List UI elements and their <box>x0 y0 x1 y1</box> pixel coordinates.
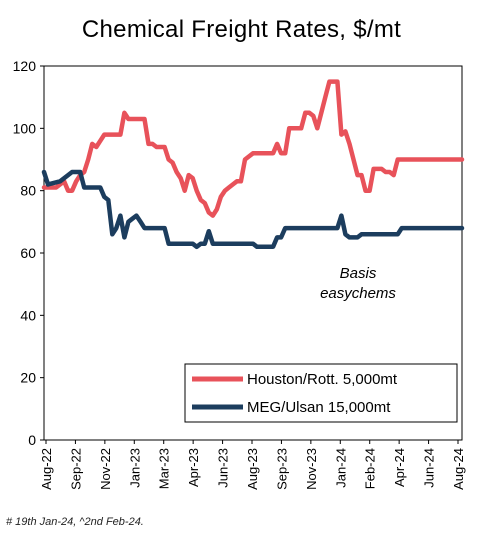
annotation-text: easychems <box>320 285 396 302</box>
x-tick-label: Nov-23 <box>304 448 319 490</box>
x-tick-label: Nov-22 <box>98 448 113 490</box>
y-tick-label: 120 <box>13 58 37 74</box>
legend-label: MEG/Ulsan 15,000mt <box>247 399 391 416</box>
annotation-text: Basis <box>340 265 377 282</box>
footnote: # 19th Jan-24, ^2nd Feb-24. <box>6 516 144 528</box>
x-tick-label: Aug-24 <box>451 448 466 490</box>
x-tick-label: Feb-24 <box>363 448 378 489</box>
x-tick-label: Apr-23 <box>186 448 201 487</box>
series-line-houston <box>41 79 465 218</box>
y-tick-label: 40 <box>20 307 36 323</box>
y-tick-label: 80 <box>20 183 36 199</box>
x-tick-label: Aug-23 <box>245 448 260 490</box>
x-tick-label: Mar-23 <box>157 448 172 489</box>
y-tick-label: 100 <box>13 120 37 136</box>
legend-label: Houston/Rott. 5,000mt <box>247 371 398 388</box>
x-tick-label: Jun-24 <box>422 448 437 488</box>
y-tick-label: 60 <box>20 245 36 261</box>
x-tick-label: Sep-23 <box>274 448 289 490</box>
y-tick-label: 0 <box>28 432 36 448</box>
legend-box <box>184 363 458 423</box>
x-tick-label: Jan-23 <box>127 448 142 488</box>
x-tick-label: Aug-22 <box>39 448 54 490</box>
x-tick-label: Jun-23 <box>216 448 231 488</box>
x-tick-label: Sep-22 <box>68 448 83 490</box>
x-tick-label: Apr-24 <box>392 448 407 487</box>
x-tick-label: Jan-24 <box>333 448 348 488</box>
chart-title: Chemical Freight Rates, $/mt <box>81 16 402 43</box>
series-line-meg <box>41 169 465 250</box>
y-tick-label: 20 <box>20 370 36 386</box>
